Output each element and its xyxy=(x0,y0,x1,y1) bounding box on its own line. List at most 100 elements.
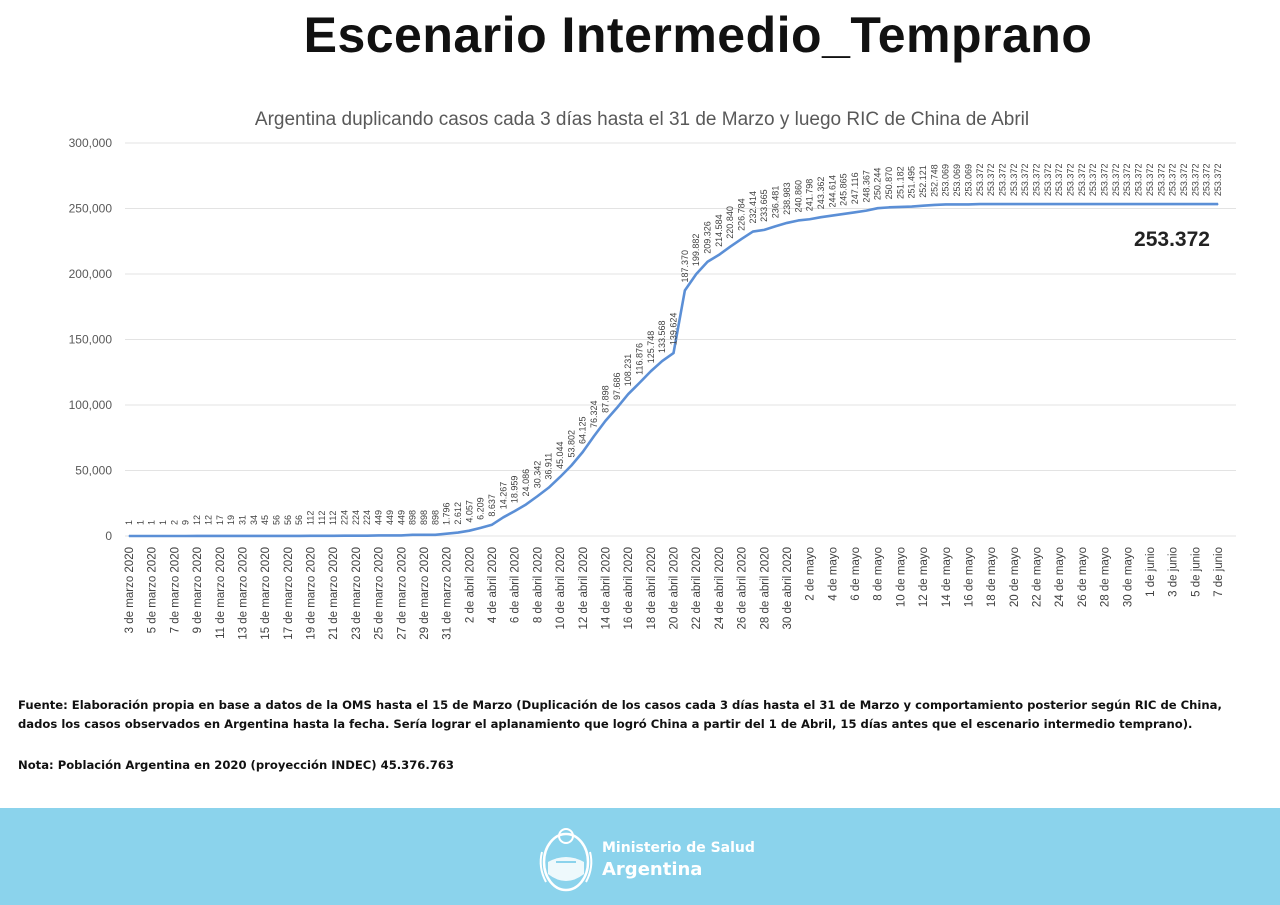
data-point xyxy=(933,204,936,206)
x-tick-label: 8 de mayo xyxy=(873,547,885,601)
data-point xyxy=(1058,203,1060,205)
data-point xyxy=(1081,203,1083,205)
x-tick-label: 28 de mayo xyxy=(1100,547,1112,607)
x-tick-label: 9 de marzo 2020 xyxy=(192,547,204,633)
data-point xyxy=(1206,203,1208,205)
data-point xyxy=(400,534,402,537)
data-label: 253.372 xyxy=(1066,164,1076,197)
data-label: 449 xyxy=(385,510,395,525)
x-tick-label: 22 de mayo xyxy=(1032,547,1044,607)
source-note: Fuente: Elaboración propia en base a dat… xyxy=(18,698,1222,731)
data-label: 253.372 xyxy=(975,164,985,197)
data-label: 87.898 xyxy=(600,385,610,413)
chart-title: Argentina duplicando casos cada 3 días h… xyxy=(255,109,1029,130)
data-label: 45.044 xyxy=(555,441,565,469)
data-point xyxy=(219,535,221,537)
data-label: 17 xyxy=(215,515,225,525)
x-tick-label: 22 de abril 2020 xyxy=(691,547,703,629)
data-label: 232.414 xyxy=(748,191,758,224)
y-axis-ticks: 0 50,000 100,000 150,000 200,000 250,000 300,0… xyxy=(69,136,113,543)
data-label: 45 xyxy=(260,515,270,525)
data-point xyxy=(899,206,901,208)
data-label: 253.372 xyxy=(1190,164,1200,197)
data-point xyxy=(718,254,720,256)
x-axis-ticks: 3 de marzo 2020 5 de marzo 2020 7 de marzo… xyxy=(124,547,1225,640)
data-point xyxy=(979,203,981,205)
data-point xyxy=(1149,203,1151,205)
x-tick-label: 7 de junio xyxy=(1213,547,1225,597)
data-label: 253.372 xyxy=(1111,164,1121,197)
x-tick-label: 28 de abril 2020 xyxy=(759,547,771,629)
coat-of-arms-icon xyxy=(539,828,593,892)
x-tick-label: 18 de abril 2020 xyxy=(646,547,658,629)
data-point xyxy=(1035,203,1038,205)
data-label: 139.624 xyxy=(669,313,679,346)
data-point xyxy=(1092,203,1094,205)
data-point xyxy=(1115,203,1117,205)
data-label: 112 xyxy=(317,511,327,525)
data-point xyxy=(854,211,856,213)
data-point xyxy=(389,534,391,537)
data-label: 253.372 xyxy=(1054,164,1064,197)
x-tick-label: 5 de marzo 2020 xyxy=(147,547,159,633)
x-tick-label: 4 de abril 2020 xyxy=(487,547,499,623)
data-label: 97.686 xyxy=(612,373,622,401)
data-label: 24.086 xyxy=(521,469,531,497)
data-label: 253.372 xyxy=(1122,164,1132,197)
x-tick-label: 16 de mayo xyxy=(963,547,975,607)
data-label: 253.372 xyxy=(1032,164,1042,197)
data-label: 253.069 xyxy=(963,164,973,197)
final-value-annotation: 253.372 xyxy=(1134,228,1210,251)
series-line xyxy=(129,202,1218,538)
data-point xyxy=(173,535,175,537)
data-label: 6.209 xyxy=(476,497,486,520)
data-label: 8.637 xyxy=(487,494,497,517)
x-tick-label: 30 de mayo xyxy=(1122,547,1134,607)
x-tick-label: 16 de abril 2020 xyxy=(623,547,635,629)
data-point xyxy=(945,203,947,206)
data-label: 12 xyxy=(203,515,213,525)
data-label: 9 xyxy=(181,520,191,525)
x-tick-label: 18 de mayo xyxy=(986,547,998,607)
data-point xyxy=(196,535,198,537)
data-labels: 1 1 1 1 2 9 12 12 17 19 31 34 45 56 56 56 112 112 112 224 22… xyxy=(124,164,1223,525)
data-point xyxy=(684,289,686,292)
data-point xyxy=(990,203,992,205)
data-point xyxy=(570,464,573,467)
data-point xyxy=(786,222,788,224)
data-label: 253.372 xyxy=(986,164,996,197)
data-label: 252.121 xyxy=(918,165,928,198)
x-tick-label: 6 de abril 2020 xyxy=(510,547,522,623)
data-label: 253.372 xyxy=(1202,164,1212,197)
data-label: 4.057 xyxy=(464,500,474,523)
x-tick-label: 11 de marzo 2020 xyxy=(215,547,227,639)
data-label: 253.372 xyxy=(1168,164,1178,197)
data-point xyxy=(128,535,130,537)
data-label: 1 xyxy=(158,520,168,525)
data-label: 253.372 xyxy=(1009,164,1019,197)
data-point xyxy=(275,535,278,537)
data-label: 1.796 xyxy=(442,502,452,525)
data-point xyxy=(820,216,822,218)
data-label: 2.612 xyxy=(453,502,463,525)
data-point xyxy=(491,524,493,526)
x-tick-label: 31 de marzo 2020 xyxy=(442,547,454,640)
data-label: 18.959 xyxy=(510,476,520,504)
data-label: 76.324 xyxy=(589,400,599,428)
data-point xyxy=(1001,203,1004,205)
y-tick-label: 100,000 xyxy=(69,398,113,412)
data-label: 220.840 xyxy=(725,206,735,239)
data-point xyxy=(151,535,153,537)
chart-series xyxy=(128,202,1219,538)
data-point xyxy=(956,203,958,206)
x-tick-label: 24 de mayo xyxy=(1054,547,1066,607)
page-title: Escenario Intermedio_Temprano xyxy=(303,7,1093,63)
data-label: 253.372 xyxy=(1020,164,1030,197)
data-point xyxy=(1183,203,1185,205)
data-point xyxy=(525,503,527,506)
x-tick-label: 10 de mayo xyxy=(895,547,907,607)
data-point xyxy=(241,535,244,537)
data-point xyxy=(548,487,550,489)
data-point xyxy=(332,535,334,537)
x-tick-label: 17 de marzo 2020 xyxy=(283,547,295,640)
